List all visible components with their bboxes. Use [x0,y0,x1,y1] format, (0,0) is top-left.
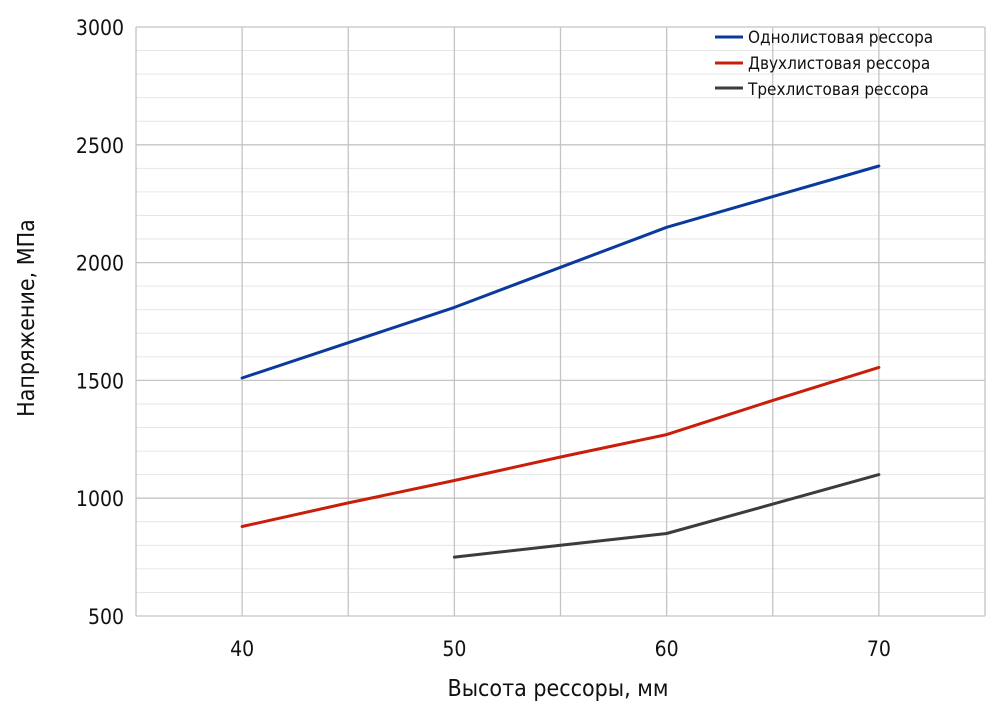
series-line-1 [240,164,881,380]
legend: Однолистовая рессора Двухлистовая рессор… [715,28,933,100]
legend-label-1: Однолистовая рессора [748,28,933,48]
x-axis-tick-labels: 40 50 60 70 [230,637,891,661]
legend-label-3: Трехлистовая рессора [747,80,929,100]
x-tick-label: 60 [655,637,679,661]
y-tick-label: 500 [88,605,124,629]
series-lines [240,164,881,559]
x-tick-label: 70 [867,637,891,661]
legend-label-2: Двухлистовая рессора [748,54,930,74]
y-tick-label: 1500 [76,369,124,393]
y-tick-label: 1000 [76,487,124,511]
y-tick-label: 3000 [76,16,124,40]
major-grid [135,26,986,617]
series-line-2 [240,365,881,528]
series-line-3 [452,473,881,559]
x-axis-title: Высота рессоры, мм [448,676,669,702]
y-axis-tick-labels: 500 1000 1500 2000 2500 3000 [76,16,124,629]
y-tick-label: 2500 [76,134,124,158]
x-tick-label: 50 [442,637,466,661]
y-axis-title: Напряжение, МПа [14,219,40,417]
x-tick-label: 40 [230,637,254,661]
y-tick-label: 2000 [76,252,124,276]
